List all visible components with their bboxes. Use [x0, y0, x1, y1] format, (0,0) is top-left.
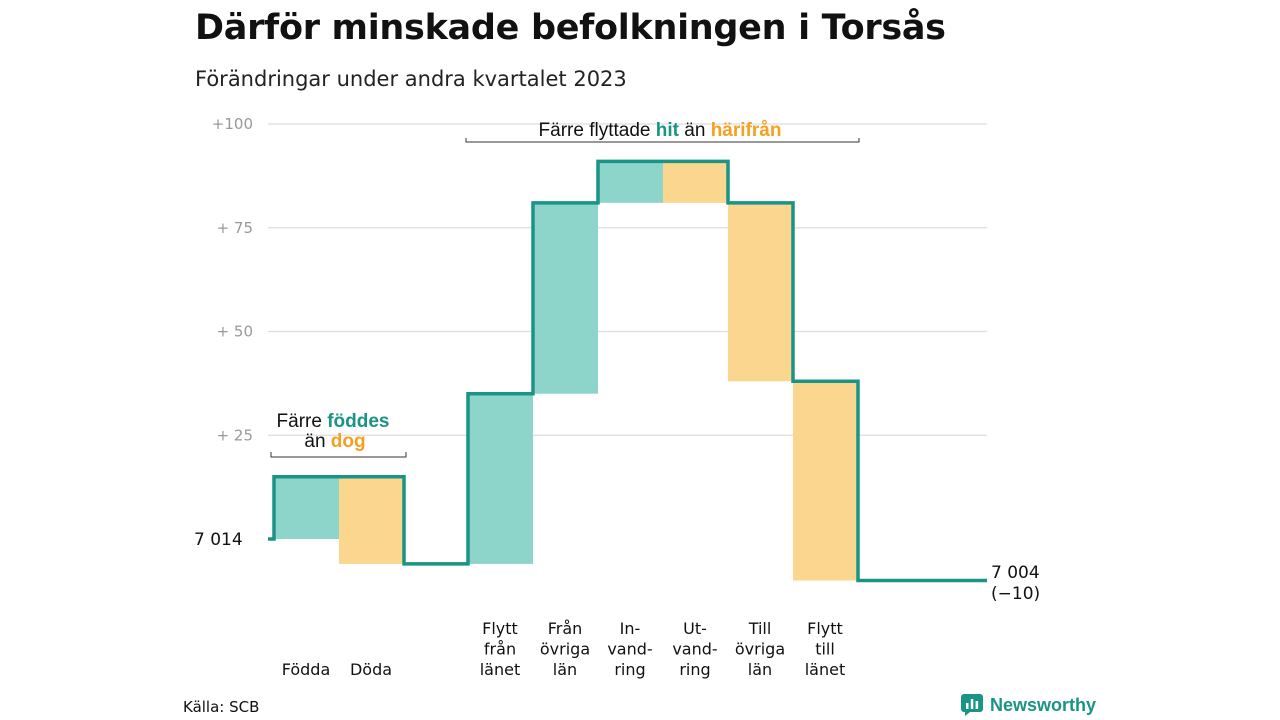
- end-value-label: 7 004: [991, 563, 1040, 583]
- waterfall-bar: [663, 161, 728, 203]
- category-label: Flytt: [482, 619, 518, 638]
- category-label: övriga: [735, 640, 785, 659]
- category-label: från: [484, 640, 516, 659]
- births-annotation-line1: Färre föddes: [277, 411, 390, 432]
- y-tick-label: + 25: [217, 426, 253, 444]
- category-label: län: [748, 660, 772, 679]
- cumulative-line: [268, 159, 987, 583]
- net-change-label: (−10): [991, 584, 1040, 604]
- start-value-label: 7 014: [194, 530, 243, 550]
- category-label: länet: [480, 660, 521, 679]
- category-label: Till: [748, 619, 772, 638]
- category-label: In-: [620, 619, 641, 638]
- waterfall-bar: [533, 202, 598, 394]
- chart-subtitle: Förändringar under andra kvartalet 2023: [195, 67, 627, 91]
- y-tick-label: +100: [212, 115, 253, 133]
- waterfall-bar: [468, 393, 533, 564]
- waterfall-bar: [339, 476, 404, 564]
- migration-annotation: Färre flyttade hit än härifrån: [539, 120, 782, 141]
- category-label: Döda: [350, 660, 392, 679]
- births-bracket: [270, 452, 407, 458]
- brand-name: Newsworthy: [990, 694, 1097, 715]
- category-label: till: [815, 640, 835, 659]
- category-label: ring: [614, 660, 645, 679]
- y-tick-label: + 50: [217, 323, 253, 341]
- category-label: Från: [548, 619, 583, 638]
- category-label: vand-: [607, 640, 652, 659]
- waterfall-bar: [793, 381, 858, 581]
- waterfall-bar: [598, 161, 663, 203]
- category-label: vand-: [672, 640, 717, 659]
- category-label: Födda: [282, 660, 331, 679]
- waterfall-bar: [728, 202, 793, 382]
- category-label: ring: [679, 660, 710, 679]
- category-label: övriga: [540, 640, 590, 659]
- newsworthy-logo-icon: [961, 694, 983, 716]
- source-note: Källa: SCB: [183, 698, 260, 716]
- category-label: Flytt: [807, 619, 843, 638]
- waterfall-bar: [274, 476, 339, 539]
- births-annotation-line2: än dog: [304, 431, 365, 452]
- category-label: Ut-: [683, 619, 707, 638]
- brand-logo: Newsworthy: [960, 693, 1096, 717]
- migration-bracket: [465, 138, 860, 143]
- chart-title: Därför minskade befolkningen i Torsås: [195, 8, 946, 48]
- category-label: län: [553, 660, 577, 679]
- category-label: länet: [805, 660, 846, 679]
- y-tick-label: + 75: [217, 219, 253, 237]
